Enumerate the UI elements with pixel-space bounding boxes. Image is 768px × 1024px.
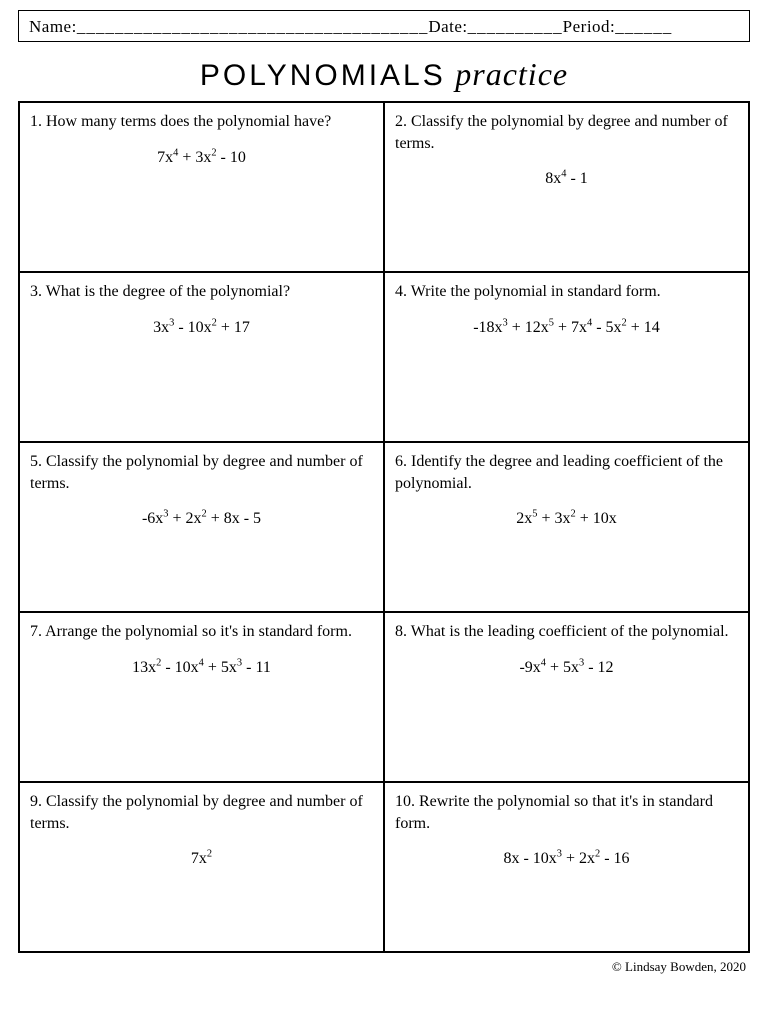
cell-1: 1. How many terms does the polynomial ha…: [19, 102, 384, 272]
question-text: 2. Classify the polynomial by degree and…: [395, 111, 738, 154]
question-text: 1. How many terms does the polynomial ha…: [30, 111, 373, 133]
name-blank[interactable]: _____________________________________: [77, 17, 429, 37]
period-blank[interactable]: ______: [615, 17, 672, 37]
header-box: Name: __________________________________…: [18, 10, 750, 42]
expression: 8x - 10x3 + 2x2 - 16: [395, 848, 738, 870]
title-word1: POLYNOMIALS: [200, 59, 446, 92]
question-text: 3. What is the degree of the polynomial?: [30, 281, 373, 303]
cell-10: 10. Rewrite the polynomial so that it's …: [384, 782, 749, 952]
expression: 7x2: [30, 848, 373, 870]
cell-3: 3. What is the degree of the polynomial?…: [19, 272, 384, 442]
question-text: 9. Classify the polynomial by degree and…: [30, 791, 373, 834]
cell-4: 4. Write the polynomial in standard form…: [384, 272, 749, 442]
name-label: Name:: [29, 17, 77, 37]
date-label: Date:: [428, 17, 467, 37]
cell-5: 5. Classify the polynomial by degree and…: [19, 442, 384, 612]
question-text: 5. Classify the polynomial by degree and…: [30, 451, 373, 494]
worksheet-grid: 1. How many terms does the polynomial ha…: [18, 101, 750, 953]
expression: 2x5 + 3x2 + 10x: [395, 508, 738, 530]
question-text: 7. Arrange the polynomial so it's in sta…: [30, 621, 373, 643]
expression: 3x3 - 10x2 + 17: [30, 317, 373, 339]
expression: 13x2 - 10x4 + 5x3 - 11: [30, 657, 373, 679]
cell-2: 2. Classify the polynomial by degree and…: [384, 102, 749, 272]
expression: 7x4 + 3x2 - 10: [30, 147, 373, 169]
cell-7: 7. Arrange the polynomial so it's in sta…: [19, 612, 384, 782]
title-word2: practice: [455, 56, 568, 92]
cell-8: 8. What is the leading coefficient of th…: [384, 612, 749, 782]
page-title: POLYNOMIALS practice: [18, 56, 750, 93]
cell-9: 9. Classify the polynomial by degree and…: [19, 782, 384, 952]
question-text: 4. Write the polynomial in standard form…: [395, 281, 738, 303]
question-text: 6. Identify the degree and leading coeff…: [395, 451, 738, 494]
expression: -6x3 + 2x2 + 8x - 5: [30, 508, 373, 530]
copyright-footer: © Lindsay Bowden, 2020: [18, 959, 750, 975]
expression: -18x3 + 12x5 + 7x4 - 5x2 + 14: [395, 317, 738, 339]
period-label: Period:: [563, 17, 616, 37]
expression: 8x4 - 1: [395, 168, 738, 190]
date-blank[interactable]: __________: [468, 17, 563, 37]
question-text: 10. Rewrite the polynomial so that it's …: [395, 791, 738, 834]
cell-6: 6. Identify the degree and leading coeff…: [384, 442, 749, 612]
question-text: 8. What is the leading coefficient of th…: [395, 621, 738, 643]
expression: -9x4 + 5x3 - 12: [395, 657, 738, 679]
